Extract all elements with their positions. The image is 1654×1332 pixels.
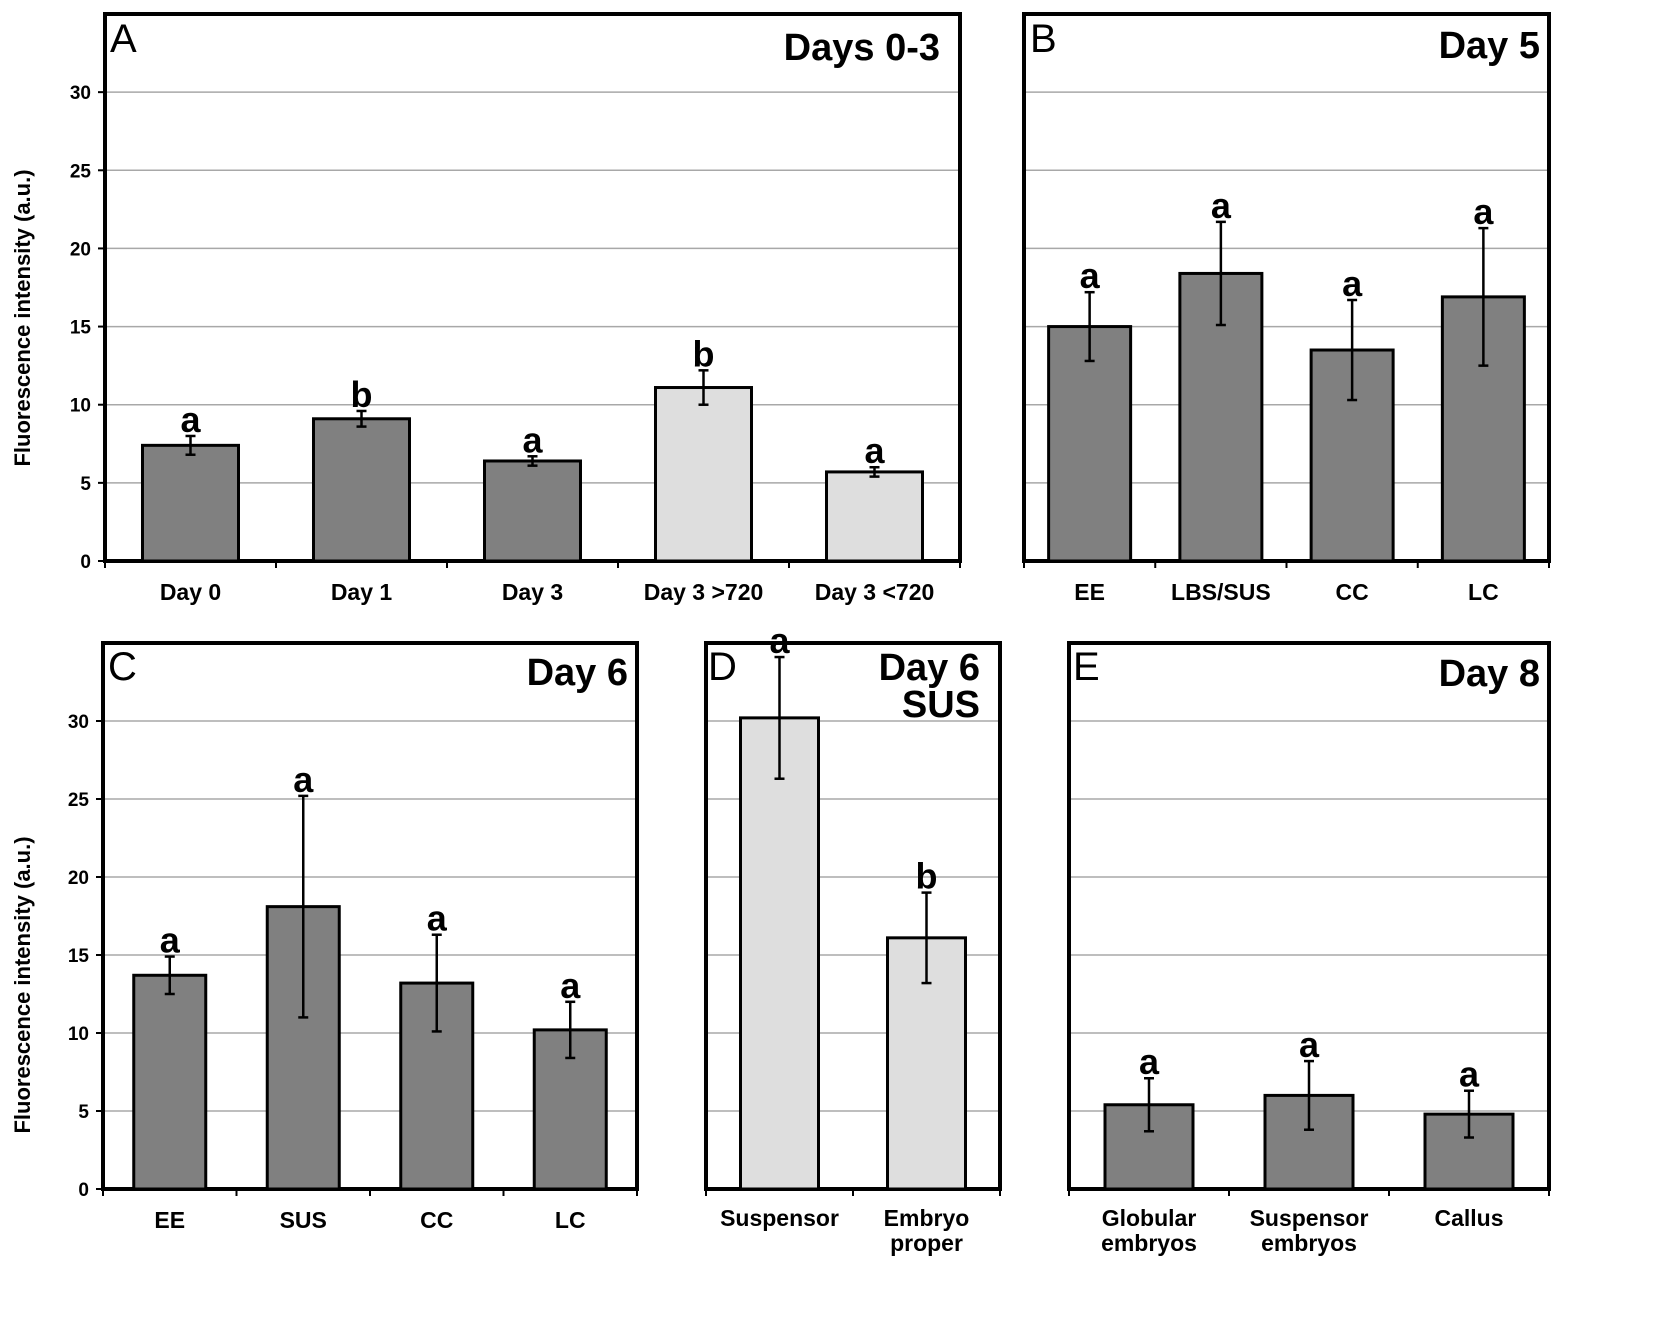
panel-letter: D: [708, 645, 737, 689]
y-tick-label: 25: [68, 790, 90, 811]
significance-letter: a: [864, 430, 885, 471]
significance-letter: a: [1342, 263, 1363, 304]
x-tick-label: LBS/SUS: [1171, 579, 1271, 605]
significance-letter: a: [769, 620, 790, 661]
x-tick-label: LC: [1468, 579, 1499, 605]
x-tick-label: Day 0: [160, 579, 221, 605]
y-tick-label: 10: [68, 1024, 89, 1045]
bar: [654, 386, 753, 563]
panel-title: Day 6: [527, 652, 628, 694]
x-tick-label: EE: [1074, 579, 1105, 605]
panel-title: Days 0-3: [784, 27, 940, 69]
bar: [1047, 325, 1133, 563]
x-tick-label: Day 3 <720: [815, 579, 935, 605]
significance-letter: a: [160, 920, 181, 961]
x-tick-label: Day 3: [502, 579, 563, 605]
x-tick-label: Day 3 >720: [644, 579, 764, 605]
bar: [312, 417, 411, 563]
significance-letter: a: [293, 759, 314, 800]
bar: [483, 459, 582, 563]
significance-letter: a: [522, 419, 543, 460]
bar: [825, 470, 924, 563]
panel-c-chart: 0 5 10 15 20 25 30 a EE a SUS a CC a LC C Day 6: [68, 641, 639, 1233]
y-tick-label: 20: [68, 868, 89, 889]
x-tick-label: LC: [555, 1207, 586, 1233]
x-tick-label: Suspensor: [1250, 1205, 1369, 1231]
bar: [739, 716, 820, 1191]
significance-letter: b: [693, 333, 715, 374]
y-tick-label: 25: [70, 161, 92, 182]
y-tick-label: 30: [70, 83, 91, 104]
y-tick-label: 30: [68, 712, 89, 733]
significance-letter: a: [427, 898, 448, 939]
significance-letter: a: [1299, 1024, 1320, 1065]
significance-letter: a: [180, 399, 201, 440]
panel-title: Day 8: [1439, 653, 1540, 695]
x-tick-label: CC: [420, 1207, 453, 1233]
significance-letter: a: [1473, 191, 1494, 232]
y-axis-title-row2: Fluorescence intensity (a.u.): [10, 836, 35, 1133]
panel-letter: E: [1073, 645, 1100, 689]
panel-letter: A: [110, 17, 137, 61]
significance-letter: a: [1139, 1041, 1160, 1082]
x-tick-label: EE: [154, 1207, 185, 1233]
y-tick-label: 10: [70, 396, 91, 417]
x-tick-label: embryos: [1101, 1230, 1197, 1256]
bar: [132, 973, 208, 1191]
significance-letter: a: [1080, 255, 1101, 296]
panel-a-chart: 0 5 10 15 20 25 30 a Day 0 b Day 1 a Day 3 b Day 3 >72…: [70, 12, 962, 605]
x-tick-label: SUS: [280, 1207, 327, 1233]
panel-letter: C: [108, 645, 137, 689]
panel-title: Day 6: [879, 647, 980, 689]
x-tick-label: embryos: [1261, 1230, 1357, 1256]
y-axis-title-row1: Fluorescence intensity (a.u.): [10, 169, 35, 466]
x-tick-label: Suspensor: [720, 1205, 839, 1231]
significance-letter: a: [1211, 185, 1232, 226]
bar: [141, 443, 240, 563]
y-tick-label: 15: [70, 318, 92, 339]
x-tick-label: Callus: [1434, 1205, 1503, 1231]
x-tick-label: Globular: [1102, 1205, 1197, 1231]
panel-title: SUS: [902, 684, 980, 726]
y-tick-label: 5: [80, 474, 91, 495]
x-tick-label: proper: [890, 1230, 963, 1256]
significance-letter: b: [351, 374, 373, 415]
y-tick-label: 0: [80, 552, 91, 573]
y-tick-label: 15: [68, 946, 90, 967]
y-tick-label: 20: [70, 239, 91, 260]
y-tick-label: 0: [78, 1180, 89, 1201]
significance-letter: a: [560, 965, 581, 1006]
x-tick-label: CC: [1336, 579, 1369, 605]
panel-title: Day 5: [1439, 25, 1540, 67]
x-tick-label: Day 1: [331, 579, 393, 605]
y-tick-label: 5: [78, 1102, 89, 1123]
panel-b-chart: a EE a LBS/SUS a CC a LC B Day 5: [1022, 12, 1551, 605]
significance-letter: b: [916, 856, 938, 897]
panel-letter: B: [1030, 17, 1057, 61]
significance-letter: a: [1459, 1054, 1480, 1095]
panel-e-chart: aGlobularembryosaSuspensorembryosaCallus…: [1067, 641, 1551, 1256]
x-tick-label: Embryo: [884, 1205, 970, 1231]
